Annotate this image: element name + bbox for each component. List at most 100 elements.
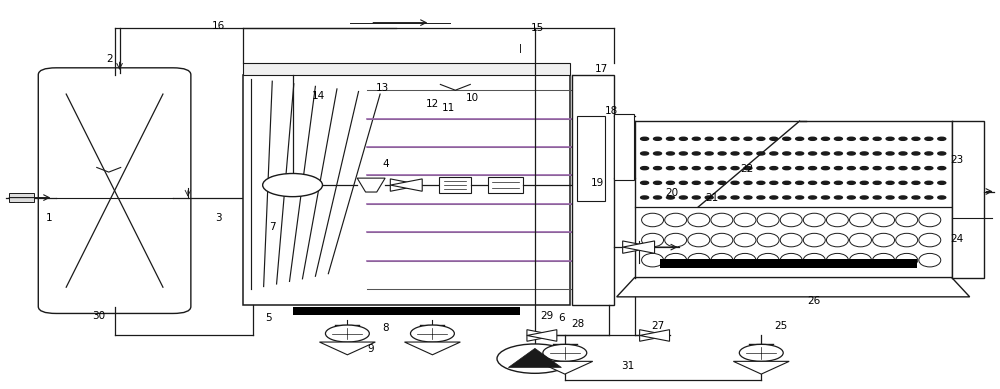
Bar — [660, 259, 917, 268]
Circle shape — [705, 166, 713, 170]
Circle shape — [654, 152, 662, 155]
Text: 22: 22 — [741, 165, 754, 174]
Polygon shape — [623, 241, 655, 253]
Ellipse shape — [642, 253, 664, 267]
Circle shape — [938, 152, 946, 155]
Ellipse shape — [665, 233, 687, 247]
Circle shape — [718, 196, 726, 199]
Circle shape — [925, 181, 933, 184]
Circle shape — [679, 196, 687, 199]
Circle shape — [731, 166, 739, 170]
Circle shape — [899, 196, 907, 199]
Circle shape — [744, 137, 752, 140]
Bar — [614, 114, 634, 180]
Text: 13: 13 — [376, 83, 389, 93]
Ellipse shape — [896, 213, 918, 227]
Circle shape — [796, 137, 804, 140]
Ellipse shape — [803, 213, 825, 227]
Circle shape — [821, 196, 829, 199]
Polygon shape — [319, 342, 375, 355]
Circle shape — [938, 181, 946, 184]
Bar — [293, 307, 520, 315]
Text: 4: 4 — [382, 159, 389, 168]
Circle shape — [757, 181, 765, 184]
Circle shape — [873, 166, 881, 170]
Circle shape — [899, 181, 907, 184]
FancyBboxPatch shape — [38, 68, 191, 314]
Polygon shape — [537, 361, 593, 374]
Circle shape — [757, 166, 765, 170]
Circle shape — [497, 344, 573, 373]
Ellipse shape — [688, 233, 710, 247]
Circle shape — [654, 181, 662, 184]
Text: 1: 1 — [46, 213, 53, 223]
Circle shape — [873, 152, 881, 155]
Ellipse shape — [896, 253, 918, 267]
Ellipse shape — [873, 233, 895, 247]
Circle shape — [739, 344, 783, 361]
Text: 2: 2 — [106, 54, 112, 64]
Circle shape — [847, 137, 855, 140]
Circle shape — [783, 152, 791, 155]
Circle shape — [925, 196, 933, 199]
Text: 29: 29 — [540, 311, 553, 321]
Ellipse shape — [780, 233, 802, 247]
Ellipse shape — [850, 253, 871, 267]
Text: 23: 23 — [950, 155, 963, 165]
Ellipse shape — [919, 213, 941, 227]
Ellipse shape — [803, 233, 825, 247]
Circle shape — [847, 152, 855, 155]
Ellipse shape — [734, 253, 756, 267]
Circle shape — [641, 137, 649, 140]
Polygon shape — [623, 241, 655, 253]
Ellipse shape — [642, 233, 664, 247]
Circle shape — [679, 166, 687, 170]
Ellipse shape — [665, 213, 687, 227]
Circle shape — [796, 152, 804, 155]
Ellipse shape — [757, 253, 779, 267]
Text: 5: 5 — [265, 313, 272, 323]
Text: 17: 17 — [595, 64, 608, 74]
Circle shape — [718, 152, 726, 155]
Circle shape — [796, 196, 804, 199]
Ellipse shape — [665, 253, 687, 267]
Circle shape — [783, 181, 791, 184]
Ellipse shape — [711, 253, 733, 267]
Bar — [243, 63, 570, 75]
Circle shape — [263, 173, 322, 197]
Circle shape — [731, 181, 739, 184]
Circle shape — [666, 196, 674, 199]
Circle shape — [912, 166, 920, 170]
Ellipse shape — [734, 213, 756, 227]
Circle shape — [912, 181, 920, 184]
Ellipse shape — [850, 233, 871, 247]
Text: 28: 28 — [571, 319, 584, 329]
Circle shape — [860, 152, 868, 155]
Ellipse shape — [826, 213, 848, 227]
Text: 27: 27 — [651, 321, 664, 331]
Circle shape — [654, 137, 662, 140]
Text: 25: 25 — [775, 321, 788, 331]
Circle shape — [834, 181, 842, 184]
Circle shape — [809, 196, 817, 199]
Circle shape — [847, 181, 855, 184]
Polygon shape — [527, 330, 557, 341]
Bar — [572, 75, 614, 305]
Text: 3: 3 — [215, 213, 222, 223]
Circle shape — [821, 152, 829, 155]
Circle shape — [731, 196, 739, 199]
Circle shape — [847, 166, 855, 170]
Circle shape — [731, 137, 739, 140]
Circle shape — [809, 152, 817, 155]
Circle shape — [809, 166, 817, 170]
Circle shape — [679, 152, 687, 155]
Circle shape — [796, 166, 804, 170]
Circle shape — [796, 181, 804, 184]
Text: 19: 19 — [591, 178, 604, 188]
Polygon shape — [640, 330, 670, 341]
Circle shape — [744, 196, 752, 199]
Circle shape — [757, 196, 765, 199]
Ellipse shape — [873, 213, 895, 227]
Circle shape — [641, 196, 649, 199]
Text: 10: 10 — [466, 93, 479, 103]
